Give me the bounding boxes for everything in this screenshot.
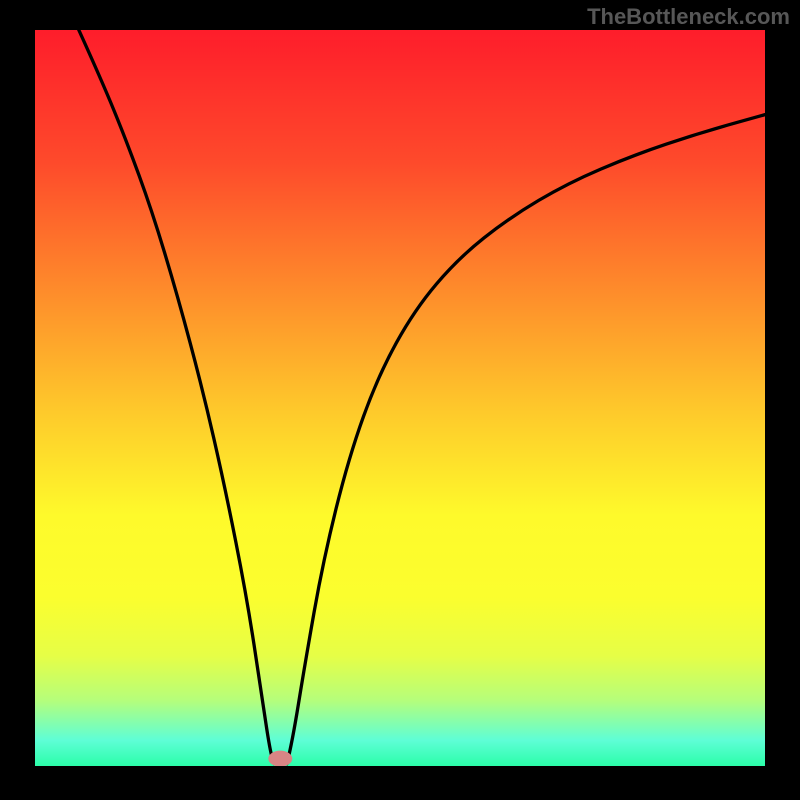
chart-background [35, 30, 765, 766]
watermark-text: TheBottleneck.com [587, 4, 790, 30]
bottleneck-chart [35, 30, 765, 766]
optimum-marker [268, 751, 292, 766]
chart-frame: TheBottleneck.com [0, 0, 800, 800]
